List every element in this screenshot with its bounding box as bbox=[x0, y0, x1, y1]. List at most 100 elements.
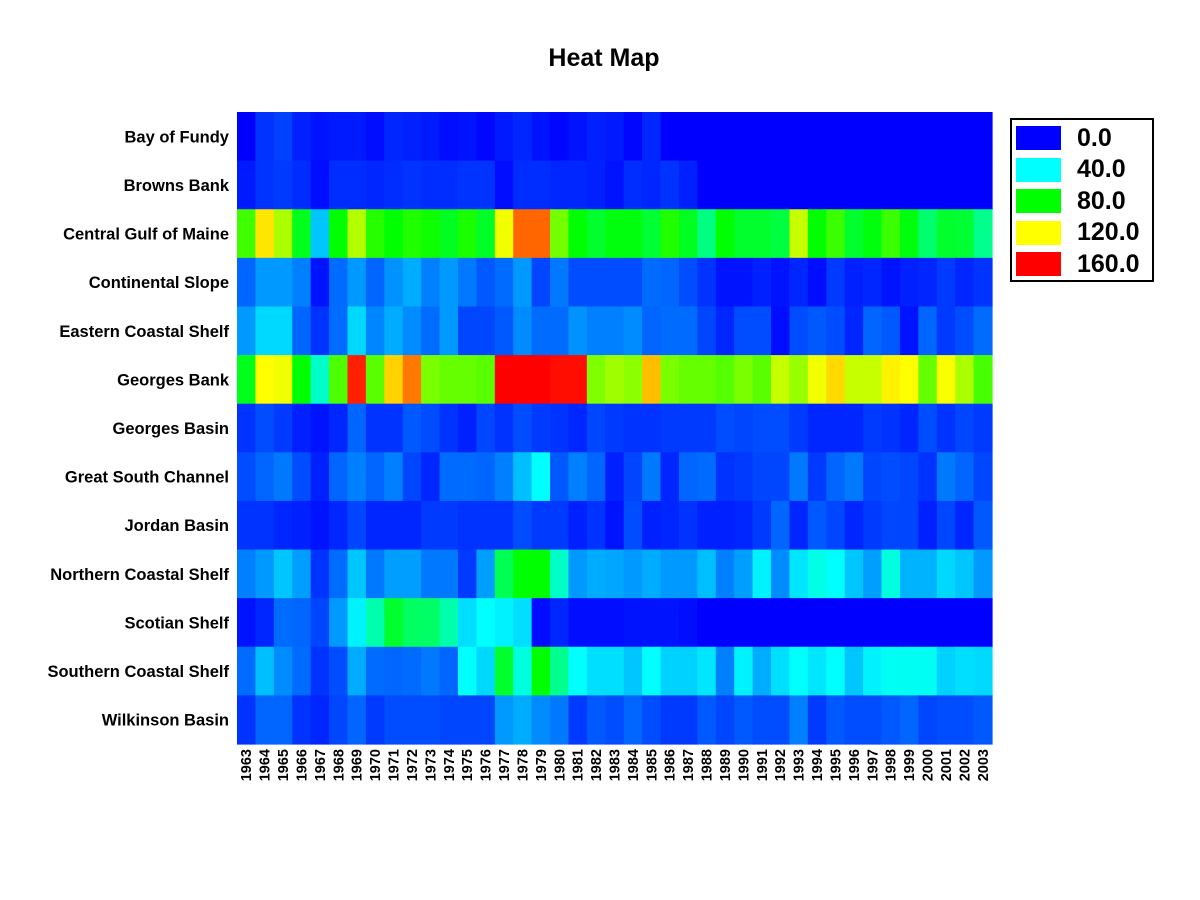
heatmap-cell bbox=[513, 403, 533, 453]
heatmap-cell bbox=[844, 403, 864, 453]
heatmap-cell bbox=[586, 306, 606, 356]
heatmap-cell bbox=[642, 355, 662, 405]
heatmap-cell bbox=[697, 112, 717, 162]
heatmap-cell bbox=[899, 695, 919, 745]
heatmap-cell bbox=[347, 112, 367, 162]
heatmap-cell bbox=[513, 549, 533, 599]
column-tick-label: 1987 bbox=[681, 749, 697, 781]
heatmap-cell bbox=[550, 646, 570, 696]
heatmap-cell bbox=[697, 598, 717, 648]
heatmap-cell bbox=[899, 306, 919, 356]
heatmap-cell bbox=[642, 452, 662, 502]
heatmap-cell bbox=[863, 209, 883, 259]
heatmap-cell bbox=[476, 695, 496, 745]
heatmap-cell bbox=[623, 112, 643, 162]
heatmap-cell bbox=[421, 257, 441, 308]
row-label: Georges Bank bbox=[117, 371, 230, 389]
heatmap-cell bbox=[347, 549, 367, 599]
heatmap-cell bbox=[421, 598, 441, 648]
heatmap-cell bbox=[273, 695, 293, 745]
heatmap-cell bbox=[384, 598, 404, 648]
heatmap-cell bbox=[973, 403, 993, 453]
heatmap-cell bbox=[273, 646, 293, 696]
heatmap-cell bbox=[789, 403, 809, 453]
heatmap-cell bbox=[642, 646, 662, 696]
heatmap-cell bbox=[329, 646, 349, 696]
heatmap-cell bbox=[936, 306, 956, 356]
heatmap-cell bbox=[660, 695, 680, 745]
heatmap-cell bbox=[936, 355, 956, 405]
heatmap-cell bbox=[347, 160, 367, 210]
heatmap-cell bbox=[329, 112, 349, 162]
heatmap-cell bbox=[605, 355, 625, 405]
heatmap-cell bbox=[826, 452, 846, 502]
heatmap-cell bbox=[310, 500, 330, 551]
heatmap-cell bbox=[421, 452, 441, 502]
heatmap-cell bbox=[807, 209, 827, 259]
heatmap-cell bbox=[439, 160, 459, 210]
heatmap-cell bbox=[384, 549, 404, 599]
heatmap-cell bbox=[789, 257, 809, 308]
heatmap-cell bbox=[752, 403, 772, 453]
heatmap-cell bbox=[310, 403, 330, 453]
heatmap-cell bbox=[623, 695, 643, 745]
heatmap-cell bbox=[550, 452, 570, 502]
column-tick-label: 1976 bbox=[479, 749, 495, 781]
heatmap-cell bbox=[365, 452, 385, 502]
heatmap-cell bbox=[531, 257, 551, 308]
heatmap-cell bbox=[329, 452, 349, 502]
heatmap-cell bbox=[513, 306, 533, 356]
heatmap-cell bbox=[494, 209, 514, 259]
heatmap-cell bbox=[697, 452, 717, 502]
chart-title: Heat Map bbox=[548, 44, 660, 72]
heatmap-cell bbox=[292, 646, 312, 696]
heatmap-cell bbox=[329, 500, 349, 551]
heatmap-cell bbox=[586, 646, 606, 696]
heatmap-cell bbox=[918, 598, 938, 648]
heatmap-cell bbox=[365, 355, 385, 405]
column-tick-label: 1991 bbox=[755, 749, 771, 781]
heatmap-cell bbox=[807, 403, 827, 453]
heatmap-cell bbox=[421, 646, 441, 696]
heatmap-cell bbox=[697, 500, 717, 551]
heatmap-cell bbox=[476, 112, 496, 162]
heatmap-cell bbox=[531, 160, 551, 210]
heatmap-cell bbox=[531, 549, 551, 599]
heatmap-cell bbox=[273, 112, 293, 162]
heatmap-cell bbox=[384, 500, 404, 551]
heatmap-cell bbox=[329, 160, 349, 210]
heatmap-cell bbox=[273, 403, 293, 453]
heatmap-cell bbox=[476, 598, 496, 648]
heatmap-cell bbox=[752, 598, 772, 648]
heatmap-cell bbox=[623, 257, 643, 308]
heatmap-cell bbox=[292, 355, 312, 405]
heatmap-cell bbox=[642, 695, 662, 745]
heatmap-cell bbox=[918, 355, 938, 405]
heatmap-cell bbox=[605, 500, 625, 551]
heatmap-cell bbox=[476, 306, 496, 356]
heatmap-cell bbox=[568, 646, 588, 696]
heatmap-cell bbox=[310, 112, 330, 162]
heatmap-cell bbox=[678, 695, 698, 745]
heatmap-cell bbox=[513, 209, 533, 259]
heatmap-cell bbox=[531, 355, 551, 405]
heatmap-cell bbox=[439, 646, 459, 696]
column-tick-label: 1984 bbox=[626, 749, 642, 781]
heatmap-cell bbox=[752, 549, 772, 599]
heatmap-cell bbox=[844, 549, 864, 599]
heatmap-cell bbox=[457, 500, 477, 551]
heatmap-cell bbox=[697, 355, 717, 405]
heatmap-cell bbox=[826, 160, 846, 210]
heatmap-cell bbox=[513, 452, 533, 502]
heatmap-cell bbox=[715, 500, 735, 551]
heatmap-cell bbox=[642, 549, 662, 599]
heatmap-cell bbox=[697, 646, 717, 696]
heatmap-cell bbox=[476, 209, 496, 259]
row-label: Wilkinson Basin bbox=[102, 712, 229, 730]
heatmap-cell bbox=[752, 646, 772, 696]
heatmap-cell bbox=[476, 160, 496, 210]
column-tick-label: 1982 bbox=[589, 749, 605, 781]
heatmap-cell bbox=[531, 500, 551, 551]
heatmap-cell bbox=[329, 403, 349, 453]
legend-item: 80.0 bbox=[1016, 187, 1126, 215]
